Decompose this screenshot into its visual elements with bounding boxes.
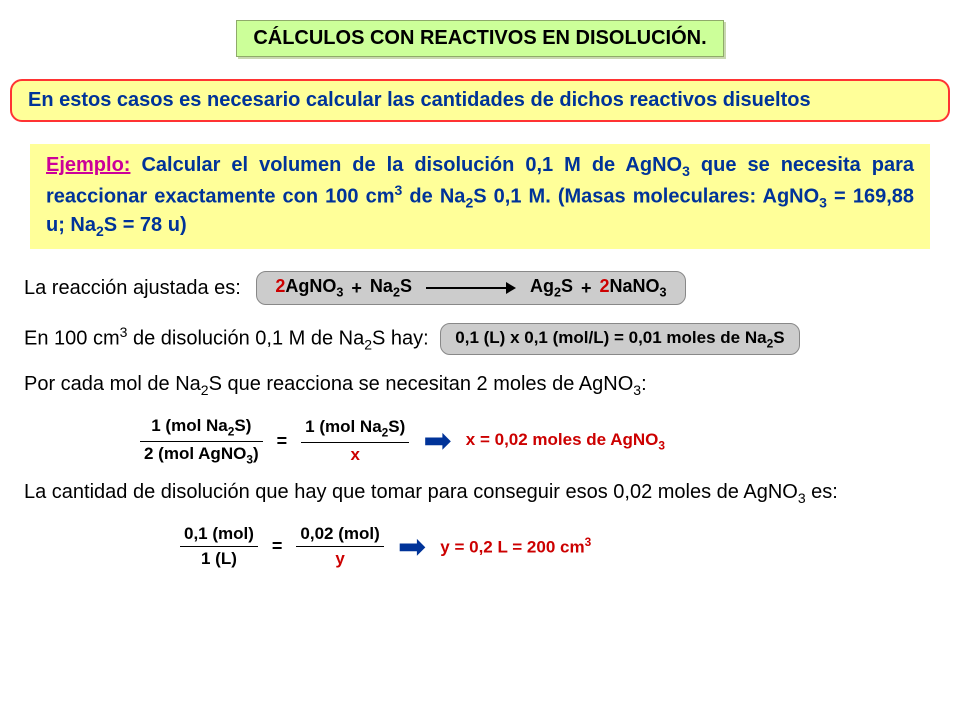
product-2: 2NaNO3 [600,276,667,300]
example-text-3: de Na [402,186,465,208]
eq2-frac2: 0,02 (mol) y [296,524,383,570]
volume-sub: 3 [798,490,806,506]
ratio-sub2: 3 [633,382,641,398]
reaction-label: La reacción ajustada es: [24,277,241,300]
moles-line: En 100 cm3 de disolución 0,1 M de Na2S h… [24,323,936,355]
equation-1: 1 (mol Na2S) 2 (mol AgNO3) = 1 (mol Na2S… [140,416,950,466]
example-label: Ejemplo: [46,154,130,176]
volume-text-post: es: [806,481,838,503]
example-sub3: 3 [819,195,827,211]
product-1: Ag2S [530,276,573,300]
ratio-text-mid: S que reacciona se necesitan 2 moles de … [209,373,634,395]
reaction-box: 2AgNO3 + Na2S Ag2S + 2NaNO3 [256,271,685,305]
moles-text-mid: de disolución 0,1 M de Na [127,327,364,349]
eq1-frac2: 1 (mol Na2S) x [301,417,409,465]
volume-line: La cantidad de disolución que hay que to… [24,481,936,506]
example-text-6: S = 78 u) [104,214,187,236]
page-title: CÁLCULOS CON REACTIVOS EN DISOLUCIÓN. [236,20,723,57]
volume-text-pre: La cantidad de disolución que hay que to… [24,481,798,503]
example-text-4: S 0,1 M. (Masas moleculares: AgNO [473,186,819,208]
ratio-text-pre: Por cada mol de Na [24,373,201,395]
moles-calc-box: 0,1 (L) x 0,1 (mol/L) = 0,01 moles de Na… [440,323,799,355]
ratio-line: Por cada mol de Na2S que reacciona se ne… [24,373,936,398]
reactant-1: 2AgNO3 [275,276,343,300]
eq1-equals: = [277,431,288,452]
eq2-result: y = 0,2 L = 200 cm3 [440,535,591,558]
example-text-1: Calcular el volumen de la disolución 0,1… [130,154,682,176]
intro-box: En estos casos es necesario calcular las… [10,79,950,122]
plus-1: + [351,278,362,299]
example-sub1: 3 [682,163,690,179]
ratio-sub1: 2 [201,382,209,398]
ratio-text-post: : [641,373,647,395]
eq2-frac1: 0,1 (mol) 1 (L) [180,524,258,570]
plus-2: + [581,278,592,299]
eq1-result: x = 0,02 moles de AgNO3 [466,430,665,452]
equation-2: 0,1 (mol) 1 (L) = 0,02 (mol) y ➡ y = 0,2… [180,524,950,570]
eq1-frac1: 1 (mol Na2S) 2 (mol AgNO3) [140,416,263,466]
reactant-2: Na2S [370,276,412,300]
reaction-line: La reacción ajustada es: 2AgNO3 + Na2S A… [24,271,936,305]
arrow-icon [426,282,516,294]
moles-text-pre: En 100 cm [24,327,120,349]
eq2-equals: = [272,536,283,557]
example-box: Ejemplo: Calcular el volumen de la disol… [30,144,930,249]
moles-text-post: S hay: [372,327,429,349]
moles-sub: 2 [364,336,372,352]
example-sub4: 2 [96,223,104,239]
